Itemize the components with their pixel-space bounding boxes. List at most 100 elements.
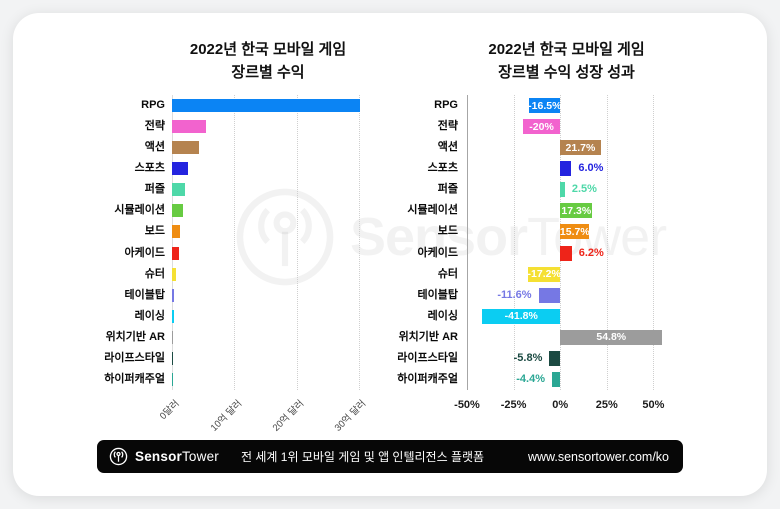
value-label: 6.2% — [578, 246, 604, 259]
value-label: 15.7% — [559, 225, 590, 238]
revenue-chart-x-axis: 0달러 10억 달러 20억 달러 30억 달러 — [158, 390, 369, 440]
category-label: 퍼즐 — [437, 183, 458, 196]
footer-tagline: 전 세계 1위 모바일 게임 및 앱 인텔리전스 플랫폼 — [240, 450, 485, 464]
gridline — [358, 95, 360, 390]
footer-url: www.sensortower.com/ko — [527, 449, 669, 464]
value-label: -17.2% — [527, 268, 561, 281]
growth-bar — [560, 224, 590, 240]
x-tick-label: 20억 달러 — [270, 398, 307, 434]
footer-brand: SensorTower — [135, 449, 219, 464]
value-label: -20% — [529, 120, 554, 133]
value-label: -5.8% — [513, 351, 543, 364]
category-label: 레이싱 — [427, 309, 458, 322]
growth-chart-title-line1: 2022년 한국 모바일 게임 — [488, 41, 645, 58]
growth-bar — [551, 371, 561, 387]
revenue-bar — [172, 351, 173, 365]
footer-brand-bold: Sensor — [135, 449, 182, 464]
category-label: 위치기반 AR — [398, 330, 458, 343]
category-label: 스포츠 — [134, 162, 165, 175]
growth-chart-plot: -16.5% -20% 21.7% 6.0% 2.5% 17.3% 15.7% 6.2% -17… — [467, 95, 700, 390]
revenue-bar — [172, 246, 179, 260]
gridline — [653, 95, 655, 390]
growth-bar — [560, 161, 572, 177]
x-tick-label: 50% — [642, 399, 665, 411]
value-label: -11.6% — [497, 288, 532, 301]
revenue-bar — [172, 267, 176, 281]
growth-bar — [560, 203, 593, 219]
growth-bar — [529, 98, 561, 114]
gridline — [296, 95, 298, 390]
x-tick-label: 10억 달러 — [208, 398, 245, 434]
revenue-bar — [172, 288, 174, 302]
value-label: -16.5% — [528, 99, 562, 112]
category-label: 퍼즐 — [144, 183, 165, 196]
growth-chart-x-axis: -50% -25% 0% 25% 50% — [454, 390, 700, 440]
gridline — [606, 95, 608, 390]
y-axis-spine — [467, 95, 468, 390]
category-label: 아케이드 — [417, 246, 458, 259]
infographic-card — [13, 13, 767, 496]
y-axis-spine — [172, 95, 173, 390]
x-tick-label: -50% — [454, 399, 480, 411]
revenue-bar — [172, 309, 174, 323]
category-label: 레이싱 — [134, 309, 165, 322]
gridline — [234, 95, 236, 390]
revenue-bar — [172, 162, 188, 176]
category-label: 위치기반 AR — [105, 330, 165, 343]
category-label: 시뮬레이션 — [114, 204, 165, 217]
growth-bar — [538, 287, 561, 303]
growth-chart-category-labels: RPG 전략 액션 스포츠 퍼즐 시뮬레이션 보드 아케이드 슈터 테이블탑 레이싱 위치기반 AR 라… — [322, 95, 458, 390]
revenue-bar — [172, 204, 183, 218]
revenue-bar — [172, 120, 206, 134]
growth-chart-title: 2022년 한국 모바일 게임 장르별 수익 성장 성과 — [424, 38, 709, 85]
growth-bar — [522, 119, 561, 135]
value-label: 17.3% — [561, 204, 592, 217]
category-label: 슈터 — [437, 267, 458, 280]
growth-bar — [560, 182, 565, 198]
x-tick-label: -25% — [500, 399, 527, 411]
x-tick-label: 0% — [552, 399, 569, 411]
revenue-chart-category-labels: RPG 전략 액션 스포츠 퍼즐 시뮬레이션 보드 아케이드 슈터 테이블탑 레이싱 위치기반 AR 라… — [28, 95, 165, 390]
category-label: 전략 — [437, 120, 458, 133]
revenue-bar — [172, 225, 180, 239]
category-label: RPG — [141, 99, 165, 111]
revenue-chart-title-line1: 2022년 한국 모바일 게임 — [189, 41, 347, 58]
growth-bar — [560, 245, 572, 261]
revenue-bar — [172, 99, 361, 113]
value-label: 6.0% — [578, 162, 604, 175]
category-label: 라이프스타일 — [397, 351, 458, 364]
category-label: 하이퍼캐주얼 — [397, 372, 458, 385]
value-label: -4.4% — [516, 372, 545, 385]
revenue-bar — [172, 330, 173, 344]
revenue-chart-title: 2022년 한국 모바일 게임 장르별 수익 — [118, 38, 418, 85]
sensortower-logo-icon — [109, 447, 128, 466]
category-label: 액션 — [144, 141, 165, 154]
category-label: 라이프스타일 — [104, 351, 165, 364]
revenue-bar — [172, 183, 186, 197]
revenue-bar — [172, 141, 199, 155]
gridline — [560, 95, 562, 390]
footer-brand-light: Tower — [181, 449, 219, 464]
category-label: 보드 — [144, 225, 165, 238]
category-label: 시뮬레이션 — [407, 204, 458, 217]
category-label: 전략 — [144, 120, 165, 133]
growth-bar — [482, 308, 561, 324]
value-label: -41.8% — [504, 310, 538, 323]
footer-bar: SensorTower 전 세계 1위 모바일 게임 및 앱 인텔리전스 플랫폼… — [97, 440, 683, 473]
category-label: 아케이드 — [124, 246, 165, 259]
value-label: 54.8% — [596, 331, 627, 344]
category-label: 스포츠 — [427, 162, 458, 175]
growth-bar — [560, 140, 601, 156]
growth-bar — [560, 329, 663, 345]
growth-chart-title-line2: 장르별 수익 성장 성과 — [498, 64, 635, 82]
category-label: 보드 — [437, 225, 458, 238]
revenue-chart-plot — [172, 95, 365, 390]
category-label: 테이블탑 — [417, 288, 458, 301]
gridline — [513, 95, 515, 390]
x-tick-label: 25% — [595, 399, 618, 411]
value-label: 2.5% — [571, 183, 597, 196]
growth-bar — [528, 266, 561, 282]
category-label: 액션 — [437, 141, 458, 154]
growth-bar — [549, 350, 561, 366]
revenue-chart-title-line2: 장르별 수익 — [231, 64, 305, 82]
